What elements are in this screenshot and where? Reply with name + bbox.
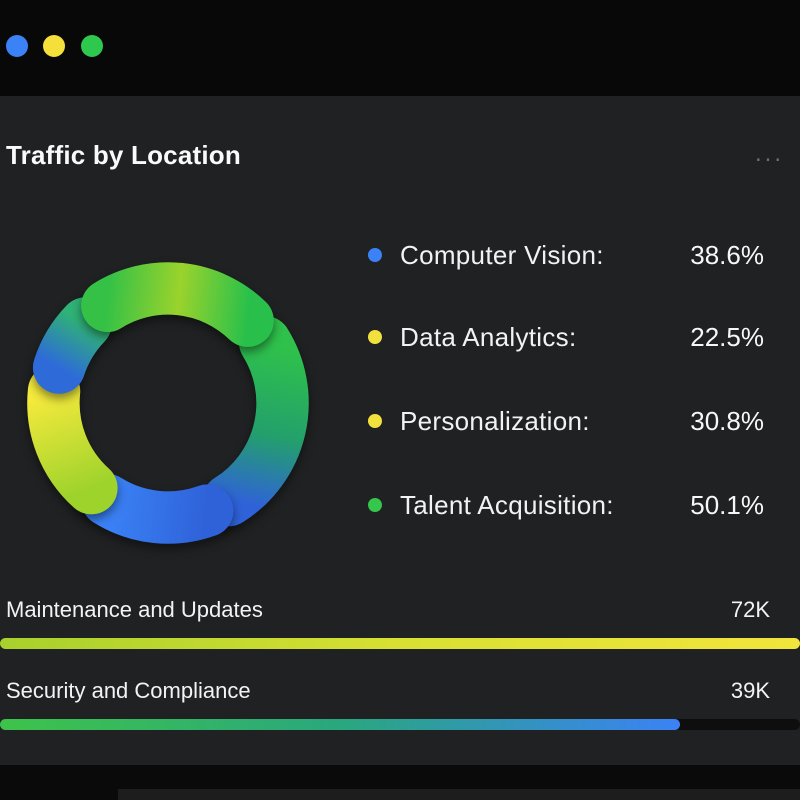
legend-item: Data Analytics: 22.5% — [368, 314, 764, 360]
legend-label: Data Analytics: — [400, 321, 577, 352]
progress-label: Maintenance and Updates — [6, 597, 263, 622]
progress-label: Security and Compliance — [6, 678, 251, 703]
progress-section: Maintenance and Updates 72K Security and… — [0, 594, 800, 730]
progress-value: 72K — [730, 597, 770, 622]
legend-dot-yellow-icon — [368, 330, 382, 344]
window-button-yellow[interactable] — [43, 35, 65, 57]
window-button-green[interactable] — [81, 35, 103, 57]
legend-dot-yellow-icon — [368, 414, 382, 428]
progress-fill — [0, 638, 800, 649]
progress-fill — [0, 719, 680, 730]
traffic-by-location-card: Traffic by Location ... — [0, 96, 800, 765]
donut-segment-left — [27, 364, 118, 515]
progress-track — [0, 719, 800, 730]
legend-item: Talent Acquisition: 50.1% — [368, 482, 764, 528]
legend-item: Computer Vision: 38.6% — [368, 232, 764, 278]
legend-dot-blue-icon — [368, 248, 382, 262]
legend-value: 50.1% — [690, 489, 764, 520]
legend-value: 22.5% — [690, 321, 764, 352]
progress-track — [0, 638, 800, 649]
page-title: Traffic by Location — [6, 140, 241, 170]
legend-label: Talent Acquisition: — [400, 489, 614, 520]
donut-segment-top — [81, 262, 274, 347]
more-options-button[interactable]: ... — [754, 140, 784, 167]
window-titlebar — [0, 0, 800, 96]
donut-segment-bottom — [81, 473, 234, 544]
donut-segment-upper-left — [32, 297, 112, 394]
donut-segment-right — [202, 316, 309, 527]
bottom-window-edge — [118, 789, 800, 800]
legend-value: 38.6% — [690, 239, 764, 270]
window-button-blue[interactable] — [6, 35, 28, 57]
progress-item: Maintenance and Updates 72K — [0, 594, 800, 649]
legend-label: Computer Vision: — [400, 239, 604, 270]
legend-item: Personalization: 30.8% — [368, 398, 764, 444]
legend-value: 30.8% — [690, 405, 764, 436]
progress-item: Security and Compliance 39K — [0, 675, 800, 730]
legend-dot-green-icon — [368, 498, 382, 512]
donut-chart — [27, 262, 309, 544]
legend-label: Personalization: — [400, 405, 590, 436]
progress-value: 39K — [730, 678, 770, 703]
